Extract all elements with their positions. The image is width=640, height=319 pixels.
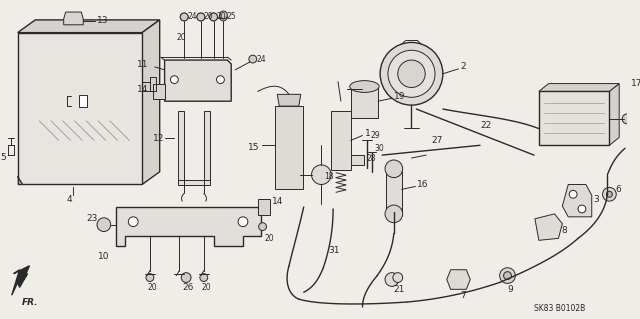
Circle shape xyxy=(200,274,208,281)
Text: 27: 27 xyxy=(431,136,442,145)
Polygon shape xyxy=(164,60,231,101)
Text: FR.: FR. xyxy=(22,298,38,307)
Text: 3: 3 xyxy=(594,195,600,204)
Circle shape xyxy=(380,42,443,105)
Text: 19: 19 xyxy=(394,92,405,101)
Circle shape xyxy=(238,217,248,226)
Text: 23: 23 xyxy=(86,214,97,223)
Polygon shape xyxy=(18,20,160,33)
Ellipse shape xyxy=(349,81,379,93)
Polygon shape xyxy=(142,20,160,184)
Text: 10: 10 xyxy=(98,251,109,261)
Circle shape xyxy=(578,205,586,213)
Text: 20: 20 xyxy=(177,33,186,42)
Polygon shape xyxy=(275,106,303,189)
Circle shape xyxy=(216,76,225,84)
Text: 6: 6 xyxy=(615,185,621,194)
Text: 25: 25 xyxy=(227,12,236,21)
Text: 20: 20 xyxy=(204,12,213,21)
Polygon shape xyxy=(204,111,210,180)
Circle shape xyxy=(607,191,612,197)
Circle shape xyxy=(197,13,205,21)
Polygon shape xyxy=(18,33,142,184)
Circle shape xyxy=(622,114,632,124)
Circle shape xyxy=(197,13,205,21)
Circle shape xyxy=(180,13,188,21)
Circle shape xyxy=(602,188,616,201)
Polygon shape xyxy=(351,86,378,118)
Polygon shape xyxy=(153,84,164,99)
Text: SK83 B0102B: SK83 B0102B xyxy=(534,304,585,313)
Polygon shape xyxy=(79,95,87,107)
Polygon shape xyxy=(116,207,260,246)
Circle shape xyxy=(398,60,425,87)
Circle shape xyxy=(210,13,218,21)
Text: 17: 17 xyxy=(631,79,640,88)
Polygon shape xyxy=(64,12,83,25)
Polygon shape xyxy=(258,199,271,215)
Polygon shape xyxy=(351,155,364,165)
Text: 1: 1 xyxy=(364,129,370,138)
Text: 9: 9 xyxy=(508,285,513,294)
Polygon shape xyxy=(179,111,184,180)
Text: 24: 24 xyxy=(257,55,266,63)
Polygon shape xyxy=(447,270,470,289)
Circle shape xyxy=(393,273,403,282)
Polygon shape xyxy=(535,214,563,240)
Polygon shape xyxy=(563,184,592,217)
Circle shape xyxy=(388,50,435,97)
Circle shape xyxy=(97,218,111,232)
Text: 21: 21 xyxy=(394,285,405,294)
Polygon shape xyxy=(331,111,351,170)
Text: 20: 20 xyxy=(216,12,226,21)
Text: 16: 16 xyxy=(417,180,429,189)
Text: 24: 24 xyxy=(187,12,196,21)
Circle shape xyxy=(180,13,188,21)
Text: 11: 11 xyxy=(137,61,148,70)
Text: 14: 14 xyxy=(137,85,148,94)
Text: 18: 18 xyxy=(324,172,334,181)
Text: 20: 20 xyxy=(264,234,274,243)
Text: 30: 30 xyxy=(374,144,384,153)
Circle shape xyxy=(129,217,138,226)
Circle shape xyxy=(569,190,577,198)
Text: 29: 29 xyxy=(371,131,380,140)
Text: 31: 31 xyxy=(328,246,340,255)
Circle shape xyxy=(385,273,399,286)
Circle shape xyxy=(181,273,191,282)
Text: 7: 7 xyxy=(460,291,466,300)
Text: 12: 12 xyxy=(153,134,164,143)
Circle shape xyxy=(146,274,154,281)
Circle shape xyxy=(500,268,515,284)
Text: 13: 13 xyxy=(97,16,109,26)
Polygon shape xyxy=(386,171,402,212)
Circle shape xyxy=(220,11,227,19)
Circle shape xyxy=(385,160,403,178)
Circle shape xyxy=(312,165,331,184)
Text: 4: 4 xyxy=(67,195,72,204)
Text: 20: 20 xyxy=(148,283,157,292)
Circle shape xyxy=(259,223,266,231)
Polygon shape xyxy=(609,84,619,145)
Circle shape xyxy=(504,272,511,279)
Text: 20: 20 xyxy=(202,283,211,292)
Circle shape xyxy=(249,55,257,63)
Text: 2: 2 xyxy=(460,63,466,71)
Circle shape xyxy=(210,13,218,21)
Polygon shape xyxy=(539,92,609,145)
Polygon shape xyxy=(277,94,301,106)
Circle shape xyxy=(170,76,179,84)
Text: 5: 5 xyxy=(0,152,6,161)
Text: 26: 26 xyxy=(182,283,194,292)
Circle shape xyxy=(220,13,227,21)
Polygon shape xyxy=(179,180,210,185)
Polygon shape xyxy=(12,266,29,295)
Text: 8: 8 xyxy=(561,226,567,235)
Circle shape xyxy=(385,205,403,223)
Text: 14: 14 xyxy=(273,197,284,206)
Text: 28: 28 xyxy=(367,153,376,162)
Polygon shape xyxy=(539,84,619,92)
Text: 15: 15 xyxy=(248,143,259,152)
Text: 22: 22 xyxy=(480,121,492,130)
